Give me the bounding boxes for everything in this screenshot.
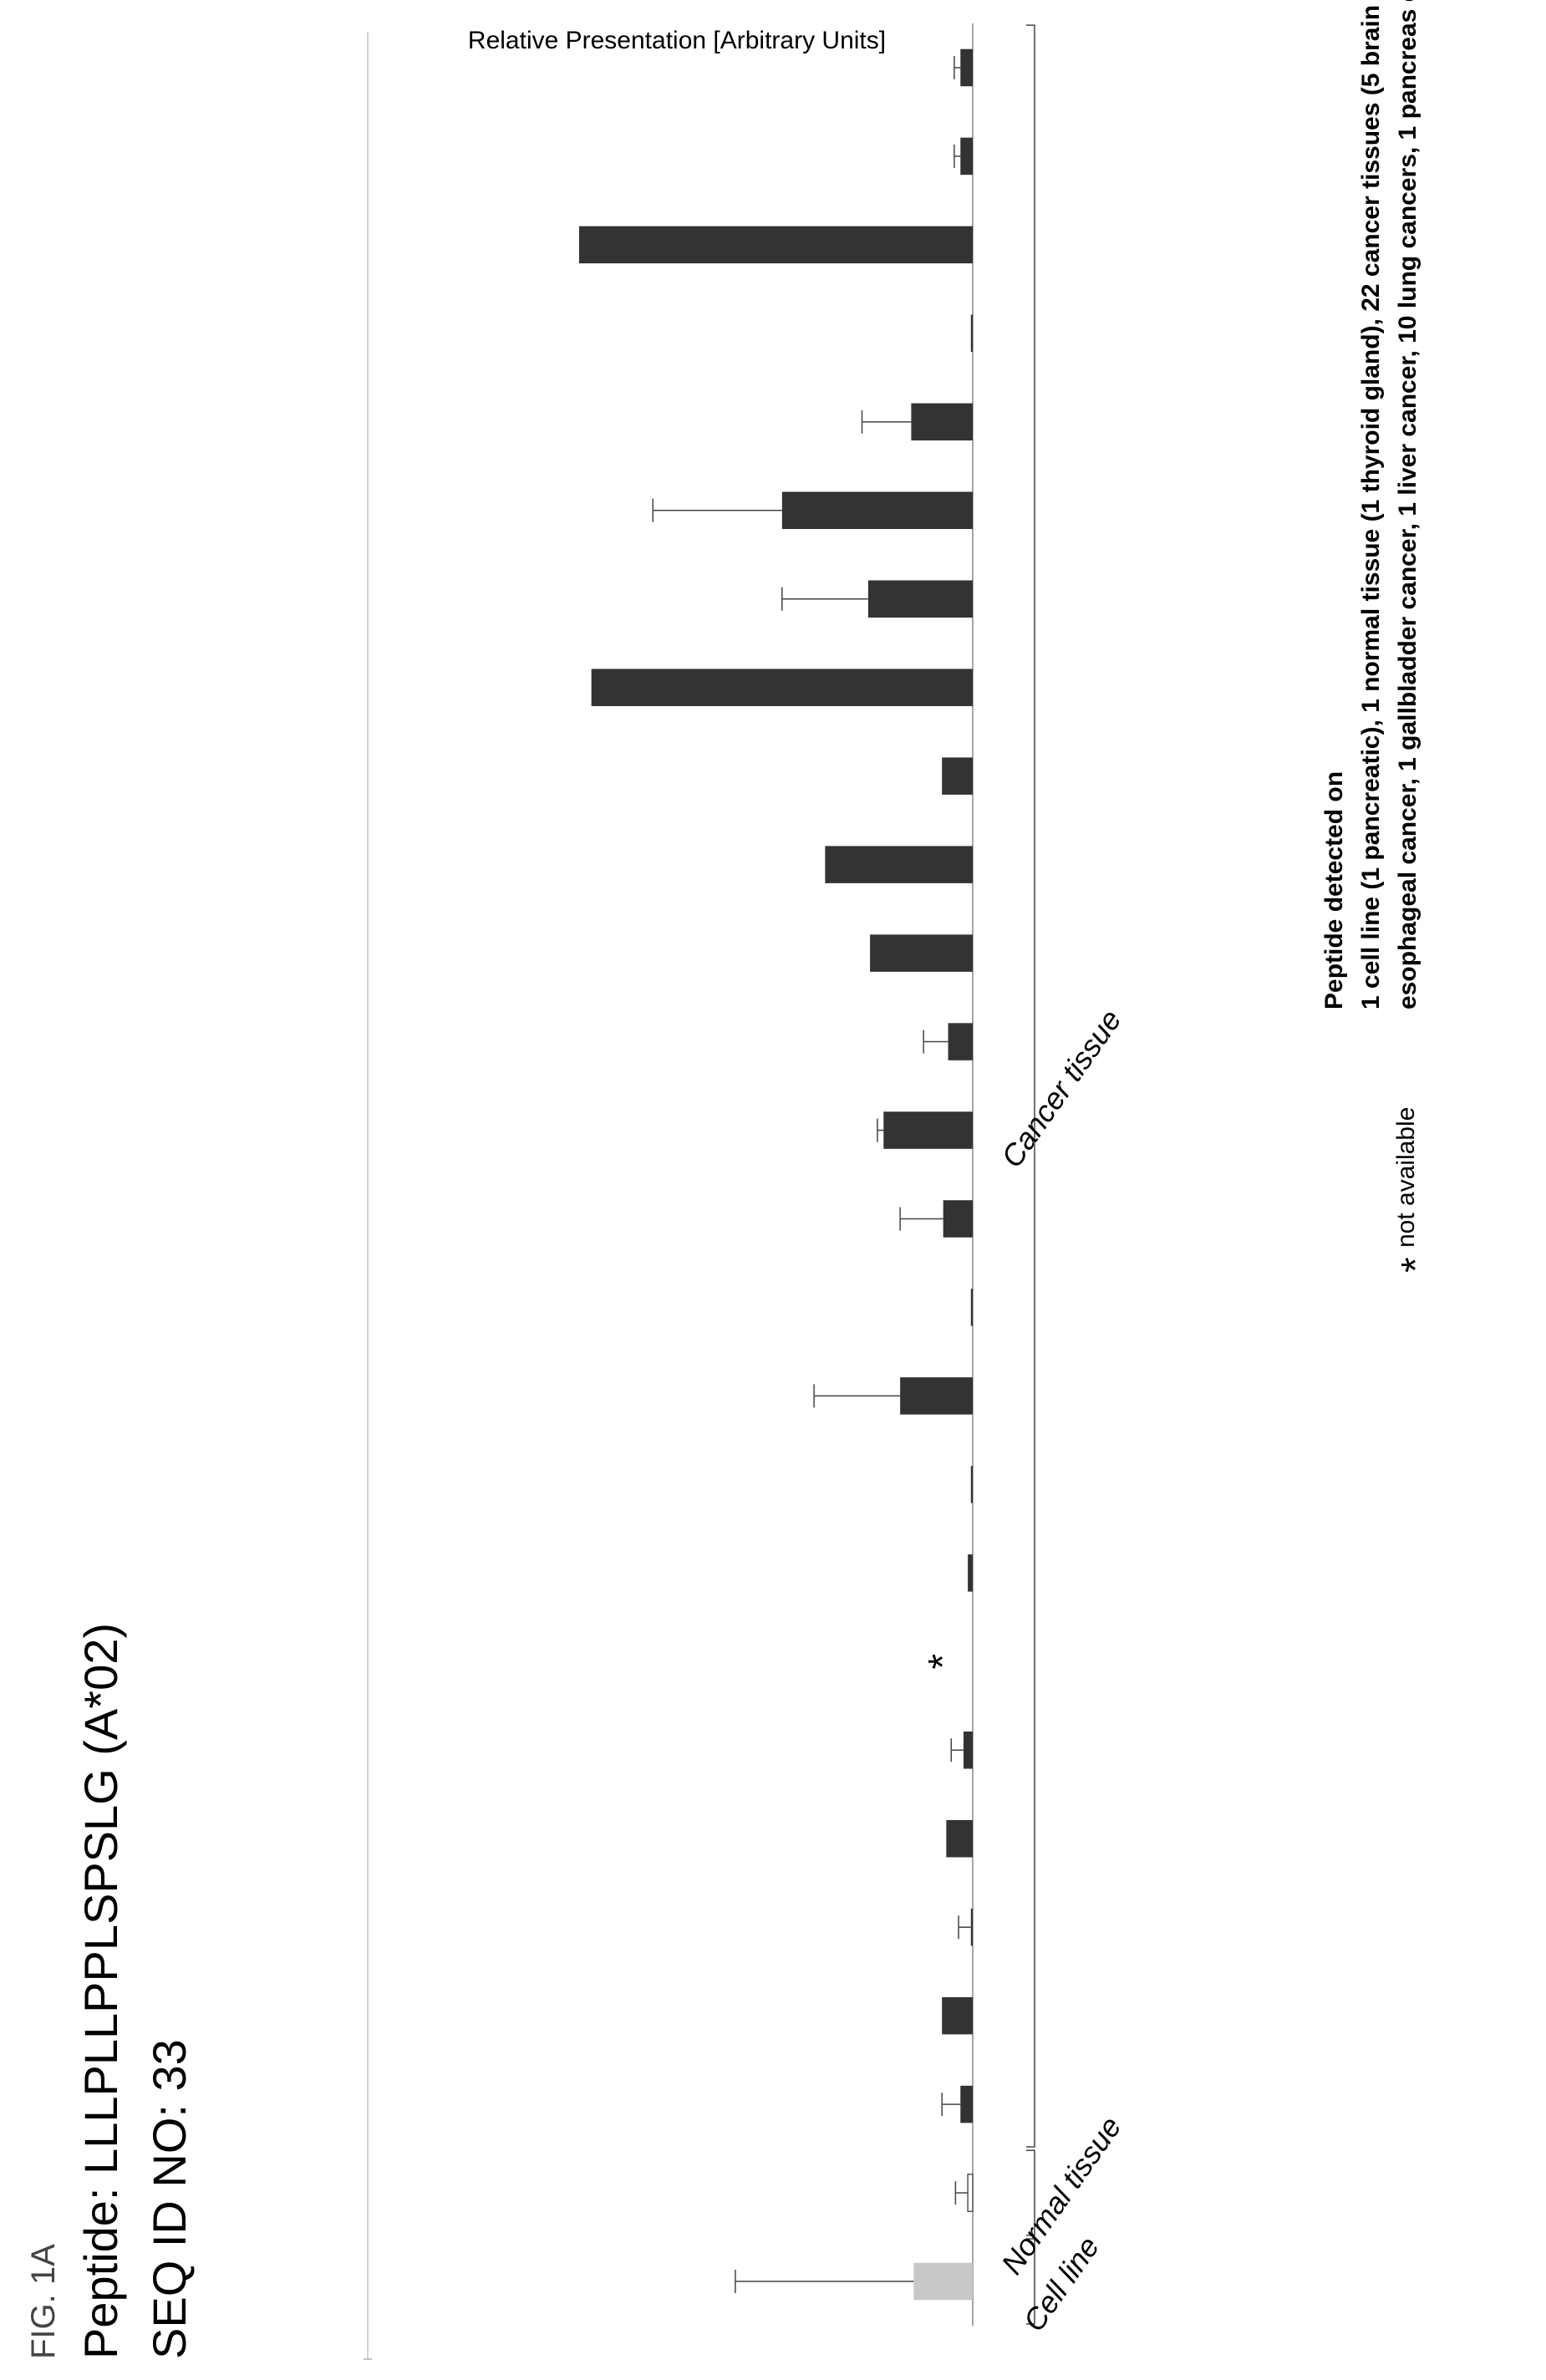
- bar: [970, 1466, 973, 1503]
- bar: [870, 934, 974, 972]
- bar: [867, 580, 974, 618]
- bar: [960, 48, 974, 87]
- group-bracket: [1026, 2149, 1035, 2236]
- bar: [942, 757, 973, 795]
- bar: [900, 1377, 973, 1415]
- footnote: Peptide detected on 1 cell line (1 pancr…: [1316, 0, 1426, 1009]
- footnote-title: Peptide detected on: [1320, 770, 1348, 1009]
- group-label: Cancer tissue: [994, 1003, 1128, 1173]
- bar: [946, 1819, 974, 1858]
- bar: [967, 2174, 974, 2213]
- group-bracket: [1026, 24, 1035, 2148]
- bar: [970, 1908, 973, 1946]
- not-available-note: not available: [1392, 1107, 1420, 1248]
- bar: [963, 1731, 973, 1769]
- bar: [960, 137, 974, 175]
- not-available-star: *: [921, 1654, 965, 1670]
- bar: [591, 669, 973, 706]
- bar: [781, 491, 974, 530]
- y-axis-label: Relative Presentation [Arbitrary Units]: [468, 27, 886, 54]
- bar: [943, 1200, 973, 1238]
- bar: [913, 2262, 973, 2301]
- bar: [970, 314, 973, 353]
- bar: [960, 2085, 974, 2123]
- bar: [948, 1023, 974, 1060]
- bar: [578, 226, 974, 264]
- bar: [911, 403, 974, 441]
- chart-error-bars: [652, 55, 971, 2294]
- footnote-line-1: 1 cell line (1 pancreatic), 1 normal tis…: [1357, 0, 1385, 1009]
- group-bracket: [1026, 2238, 1035, 2325]
- bar: [968, 1554, 974, 1592]
- bar: [970, 1289, 973, 1326]
- bar: [883, 1111, 974, 1149]
- bar: [825, 846, 973, 883]
- chart-axes: [364, 23, 974, 2360]
- footnote-star: *: [1394, 1257, 1438, 1273]
- bar: [942, 1996, 973, 2035]
- chart-bars: [578, 48, 974, 2301]
- footnote-line-2: esophageal cancer, 1 gallbladder cancer,…: [1394, 0, 1421, 1009]
